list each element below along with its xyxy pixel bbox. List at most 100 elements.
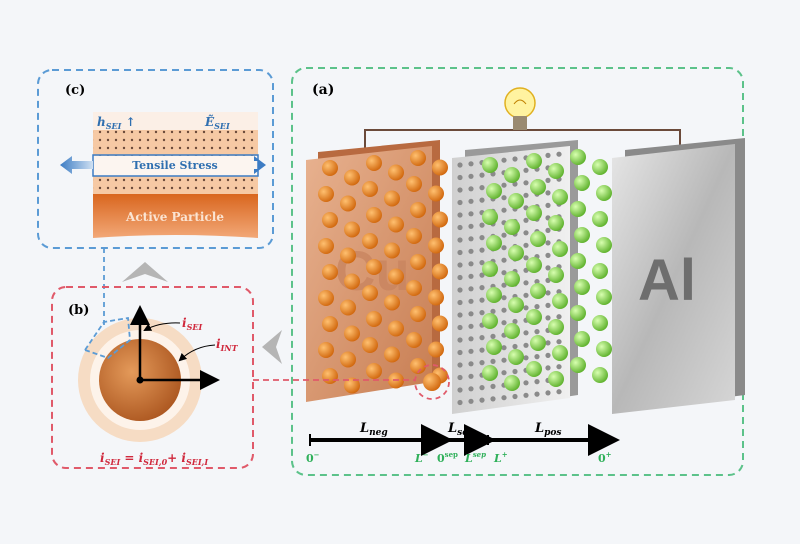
separator-pore: [479, 172, 485, 178]
panel-c-border: [37, 69, 274, 249]
separator-pore: [534, 391, 540, 397]
separator-pore: [479, 247, 485, 253]
negative-particle: [428, 341, 444, 358]
separator-pore: [545, 352, 551, 358]
separator-pore: [479, 185, 485, 191]
positive-particle: [486, 287, 502, 303]
negative-particle: [410, 150, 426, 166]
positive-particle: [548, 267, 564, 283]
separator-pore: [479, 335, 485, 341]
separator-pore: [534, 329, 540, 335]
separator-pore: [545, 240, 551, 246]
separator-pore: [457, 324, 463, 331]
separator-pore: [501, 257, 507, 263]
positive-particle: [530, 231, 546, 247]
separator-pore: [534, 304, 540, 310]
separator-pore: [534, 354, 540, 360]
negative-particle: [406, 228, 422, 244]
separator-pore: [501, 357, 507, 363]
positive-particle: [504, 167, 520, 183]
separator-pore: [545, 190, 551, 196]
negative-particle: [423, 373, 441, 391]
separator-pore: [534, 379, 540, 385]
separator-pore: [523, 192, 529, 198]
negative-particle: [406, 176, 422, 192]
separator-pore: [468, 173, 474, 179]
separator-pore: [501, 270, 507, 276]
active-particle-label: Active Particle: [125, 210, 224, 224]
separator-pore: [545, 340, 551, 346]
positive-particle: [548, 163, 564, 179]
separator-pore: [490, 333, 496, 339]
positive-particle: [508, 245, 524, 261]
negative-particle: [340, 247, 356, 264]
separator-pore: [457, 237, 463, 243]
negative-particle: [322, 160, 338, 176]
separator-pore: [523, 167, 529, 173]
separator-pore: [545, 390, 551, 396]
separator-pore: [468, 311, 474, 317]
separator-pore: [479, 260, 485, 266]
stress-arrow-right: [254, 156, 266, 174]
separator-pore: [556, 364, 562, 370]
sei-zoom-region: [83, 316, 131, 360]
negative-particle: [318, 290, 334, 306]
negative-particle: [344, 325, 360, 342]
separator-pore: [457, 262, 463, 268]
negative-particle: [432, 211, 448, 228]
positive-particle: [530, 283, 546, 299]
length-axis: Lneg Lsep Lpos 0− L− 0sep Lsep L+ 0+: [306, 421, 620, 465]
separator-pore: [479, 297, 485, 303]
separator-pore: [457, 249, 463, 256]
separator-pore: [479, 385, 485, 391]
separator-pore: [501, 245, 507, 251]
positive-particle: [486, 339, 502, 355]
positive-particle: [526, 205, 542, 221]
negative-particle: [366, 363, 382, 379]
negative-particle: [366, 207, 382, 223]
tick-L-neg: L−: [414, 450, 429, 465]
separator-pore: [512, 318, 518, 325]
separator-pore: [523, 230, 529, 236]
separator-pore: [512, 343, 518, 350]
positive-particle: [552, 189, 568, 205]
positive-particle: [548, 371, 564, 387]
positive-particle: [570, 357, 586, 373]
separator-pore: [457, 199, 463, 206]
negative-particle: [344, 377, 360, 394]
negative-particle: [322, 212, 338, 228]
separator-pore: [501, 195, 507, 201]
positive-particle: [574, 175, 590, 191]
separator-pore: [468, 336, 474, 342]
separator-pore: [468, 223, 474, 229]
separator-pore: [501, 320, 507, 326]
negative-particle: [366, 311, 382, 327]
separator-pore: [468, 186, 474, 192]
negative-particle: [344, 169, 360, 186]
positive-particle: [482, 261, 498, 277]
positive-particle: [552, 345, 568, 361]
separator-pore: [457, 362, 463, 368]
negative-particle: [344, 221, 360, 238]
positive-particle: [574, 279, 590, 295]
separator-pore: [479, 272, 485, 278]
separator-pore: [468, 298, 474, 304]
separator-pore: [479, 285, 485, 291]
active-particle-block: [93, 194, 258, 238]
negative-particle: [318, 342, 334, 358]
panel-a-border: [291, 67, 744, 476]
separator-pore: [457, 287, 463, 293]
separator-pore: [556, 389, 562, 395]
negative-particle: [410, 254, 426, 270]
negative-particle: [322, 368, 338, 384]
separator-pore: [523, 392, 529, 398]
positive-particle: [504, 375, 520, 391]
separator-pore: [468, 386, 474, 392]
separator-pore: [468, 236, 474, 242]
separator-pore: [457, 162, 463, 168]
negative-particle: [318, 186, 334, 202]
separator-pore: [457, 337, 463, 343]
positive-particle: [482, 209, 498, 225]
aluminum-current-collector: Al: [612, 138, 745, 414]
